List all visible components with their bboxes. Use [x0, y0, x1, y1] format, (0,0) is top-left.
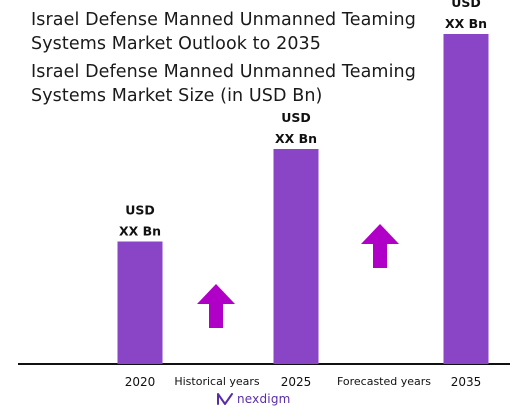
x-tick-label-2025: 2025: [281, 375, 312, 389]
arrow-up-icon-1: [197, 284, 235, 328]
nexdigm-logo-icon: [217, 393, 233, 405]
brand-logo: nexdigm: [216, 389, 291, 409]
period-label-2: Forecasted years: [337, 375, 431, 388]
x-tick-label-2020: 2020: [125, 375, 156, 389]
bar-value-label-2035-2: XX Bn: [445, 16, 487, 31]
brand-name: nexdigm: [237, 392, 291, 406]
chart-subtitle: Israel Defense Manned Unmanned Teaming S…: [31, 62, 416, 106]
arrow-up-icon-2: [361, 224, 399, 268]
x-tick-label-2035: 2035: [451, 375, 482, 389]
bar-value-label-2020-2: XX Bn: [119, 224, 161, 239]
bar-2025: [273, 149, 319, 364]
bar-2035: [443, 34, 489, 364]
bar-2020: [117, 241, 163, 364]
bar-value-label-2035-1: USD: [451, 0, 481, 10]
bar-value-label-2020-1: USD: [125, 203, 155, 218]
bar-value-label-2025-1: USD: [281, 110, 311, 125]
period-label-1: Historical years: [174, 375, 260, 388]
title-block: Israel Defense Manned Unmanned Teaming S…: [31, 8, 451, 108]
chart-title: Israel Defense Manned Unmanned Teaming S…: [31, 10, 416, 54]
bar-value-label-2025-2: XX Bn: [275, 131, 317, 146]
